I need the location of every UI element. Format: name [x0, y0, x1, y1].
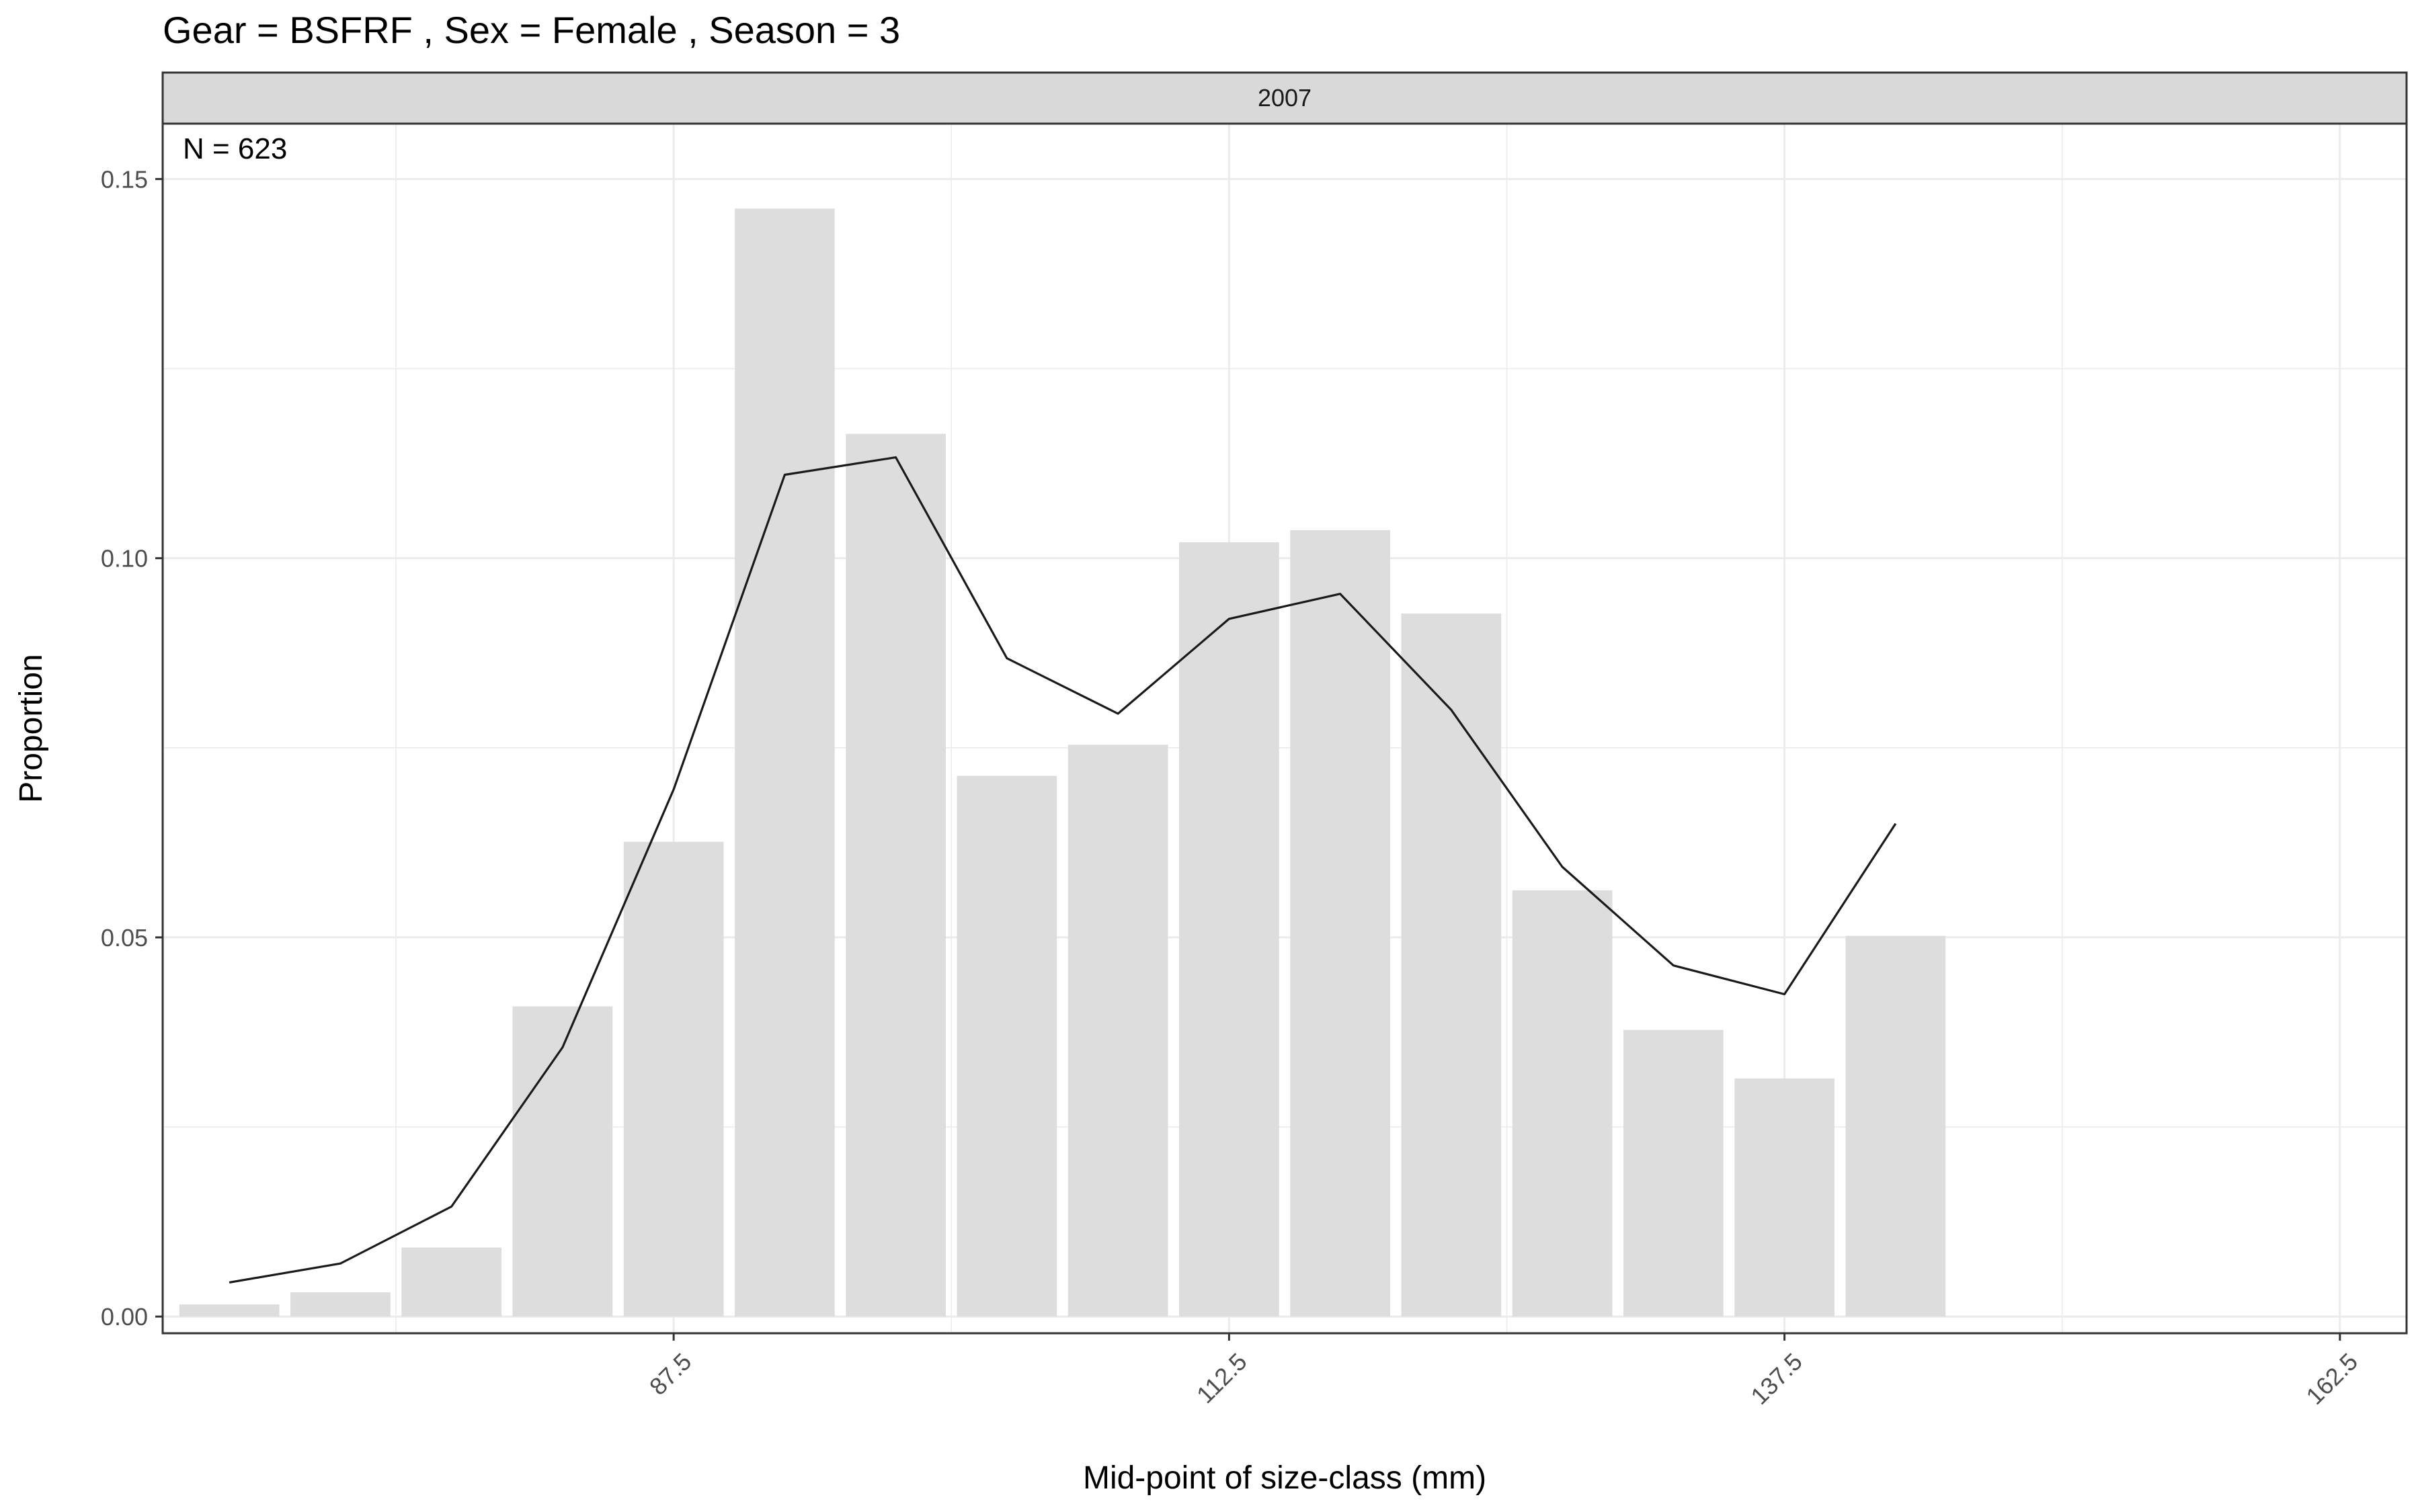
- x-tick-label: 137.5: [1745, 1347, 1808, 1410]
- x-axis-title: Mid-point of size-class (mm): [1083, 1460, 1486, 1496]
- bar: [512, 1006, 613, 1317]
- y-axis-title: Proportion: [13, 654, 49, 802]
- n-annotation: N = 623: [183, 132, 287, 165]
- bar: [1401, 614, 1502, 1317]
- plot-panel: [163, 124, 2407, 1333]
- bars: [179, 208, 1946, 1317]
- y-tick-label: 0.10: [101, 545, 148, 573]
- x-tick-label: 87.5: [644, 1347, 697, 1400]
- bar: [846, 433, 946, 1317]
- bar: [1734, 1078, 1834, 1317]
- bar: [1845, 935, 1946, 1317]
- facet-label: 2007: [1258, 84, 1312, 112]
- y-tick-label: 0.05: [101, 924, 148, 952]
- bar: [1623, 1030, 1724, 1317]
- bar: [1067, 745, 1168, 1317]
- bar: [179, 1304, 280, 1317]
- bar: [1512, 890, 1613, 1317]
- x-tick-label: 162.5: [2300, 1347, 2363, 1410]
- y-tick-label: 0.00: [101, 1303, 148, 1331]
- y-axis: 0.00 0.05 0.10 0.15: [101, 165, 163, 1331]
- bar: [623, 841, 724, 1317]
- bar: [401, 1247, 502, 1317]
- bar: [957, 775, 1057, 1317]
- series-line: [229, 456, 1897, 1284]
- bar: [290, 1292, 391, 1317]
- facet-strip-bg: [161, 71, 2408, 125]
- bar: [1290, 530, 1390, 1317]
- facet-strip: 2007: [161, 71, 2408, 125]
- bar: [735, 208, 835, 1317]
- chart-title: Gear = BSFRF , Sex = Female , Season = 3: [163, 9, 900, 51]
- x-axis: 87.5 112.5 137.5 162.5: [644, 1333, 2363, 1410]
- y-tick-label: 0.15: [101, 165, 148, 193]
- x-tick-label: 112.5: [1191, 1347, 1252, 1409]
- bar: [1179, 542, 1279, 1317]
- plot-panel-border: [161, 122, 2408, 1335]
